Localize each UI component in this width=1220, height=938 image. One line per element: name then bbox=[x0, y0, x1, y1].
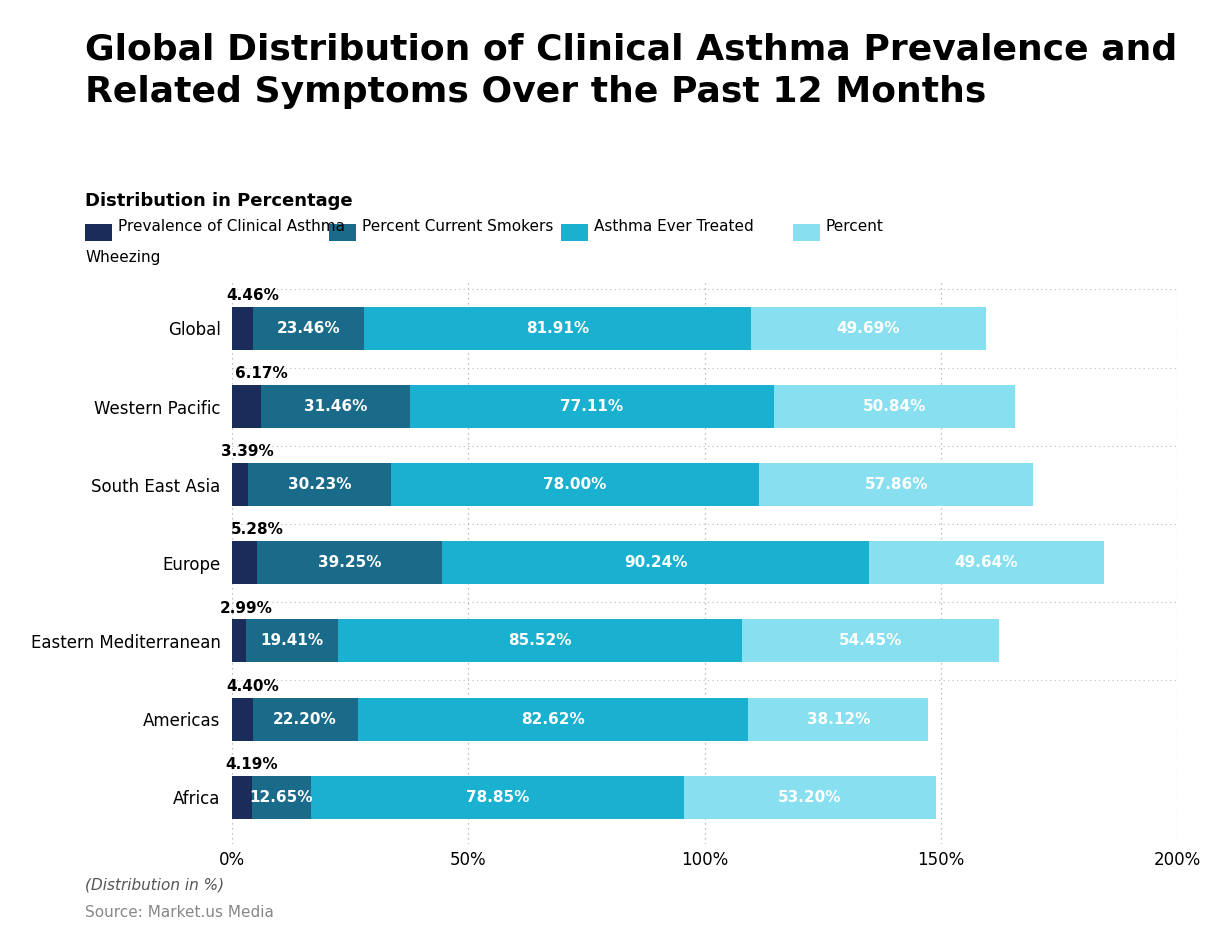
Text: 4.46%: 4.46% bbox=[227, 288, 279, 303]
Text: 49.69%: 49.69% bbox=[837, 321, 900, 336]
Text: 53.20%: 53.20% bbox=[778, 790, 842, 805]
Bar bbox=[748, 698, 928, 740]
Bar bbox=[261, 386, 410, 428]
Text: Percent Current Smokers: Percent Current Smokers bbox=[362, 219, 554, 234]
Bar bbox=[253, 698, 357, 740]
Bar bbox=[232, 776, 251, 819]
Text: 90.24%: 90.24% bbox=[623, 555, 687, 570]
Bar bbox=[232, 541, 256, 584]
Bar bbox=[246, 619, 338, 662]
Text: 3.39%: 3.39% bbox=[222, 445, 274, 460]
Text: 2.99%: 2.99% bbox=[220, 600, 272, 615]
Text: Global Distribution of Clinical Asthma Prevalence and
Related Symptoms Over the : Global Distribution of Clinical Asthma P… bbox=[85, 33, 1177, 109]
Bar bbox=[390, 463, 760, 507]
Bar bbox=[248, 463, 390, 507]
Text: 4.40%: 4.40% bbox=[226, 678, 279, 693]
Bar bbox=[256, 541, 443, 584]
Text: 30.23%: 30.23% bbox=[288, 477, 351, 492]
Text: 78.00%: 78.00% bbox=[543, 477, 606, 492]
Text: 5.28%: 5.28% bbox=[231, 522, 283, 537]
Bar bbox=[760, 463, 1033, 507]
Bar bbox=[311, 776, 684, 819]
Text: 85.52%: 85.52% bbox=[508, 633, 572, 648]
Text: Wheezing: Wheezing bbox=[85, 250, 161, 265]
Text: 78.85%: 78.85% bbox=[466, 790, 529, 805]
Bar bbox=[253, 307, 364, 350]
Text: 31.46%: 31.46% bbox=[304, 399, 367, 414]
Text: 49.64%: 49.64% bbox=[954, 555, 1017, 570]
Bar bbox=[232, 307, 253, 350]
Text: 19.41%: 19.41% bbox=[260, 633, 323, 648]
Bar bbox=[410, 386, 775, 428]
Text: 54.45%: 54.45% bbox=[839, 633, 903, 648]
Text: 12.65%: 12.65% bbox=[250, 790, 314, 805]
Text: 50.84%: 50.84% bbox=[863, 399, 926, 414]
Bar bbox=[742, 619, 999, 662]
Bar bbox=[251, 776, 311, 819]
Bar bbox=[443, 541, 869, 584]
Bar bbox=[232, 619, 246, 662]
Text: Percent: Percent bbox=[826, 219, 883, 234]
Text: 82.62%: 82.62% bbox=[521, 712, 584, 727]
Bar bbox=[752, 307, 986, 350]
Bar bbox=[232, 386, 261, 428]
Text: Asthma Ever Treated: Asthma Ever Treated bbox=[594, 219, 754, 234]
Text: Distribution in Percentage: Distribution in Percentage bbox=[85, 192, 353, 210]
Text: Source: Market.us Media: Source: Market.us Media bbox=[85, 905, 274, 920]
Text: 81.91%: 81.91% bbox=[526, 321, 589, 336]
Bar bbox=[357, 698, 748, 740]
Text: 22.20%: 22.20% bbox=[273, 712, 337, 727]
Bar bbox=[338, 619, 742, 662]
Text: 4.19%: 4.19% bbox=[226, 757, 278, 772]
Text: 38.12%: 38.12% bbox=[806, 712, 870, 727]
Bar bbox=[232, 463, 248, 507]
Text: 77.11%: 77.11% bbox=[560, 399, 623, 414]
Text: 39.25%: 39.25% bbox=[317, 555, 382, 570]
Text: 23.46%: 23.46% bbox=[277, 321, 340, 336]
Bar bbox=[684, 776, 936, 819]
Bar bbox=[869, 541, 1104, 584]
Bar bbox=[364, 307, 752, 350]
Bar bbox=[232, 698, 253, 740]
Text: (Distribution in %): (Distribution in %) bbox=[85, 877, 224, 892]
Text: 57.86%: 57.86% bbox=[865, 477, 928, 492]
Text: 6.17%: 6.17% bbox=[234, 366, 288, 381]
Bar bbox=[775, 386, 1015, 428]
Text: Prevalence of Clinical Asthma: Prevalence of Clinical Asthma bbox=[118, 219, 345, 234]
